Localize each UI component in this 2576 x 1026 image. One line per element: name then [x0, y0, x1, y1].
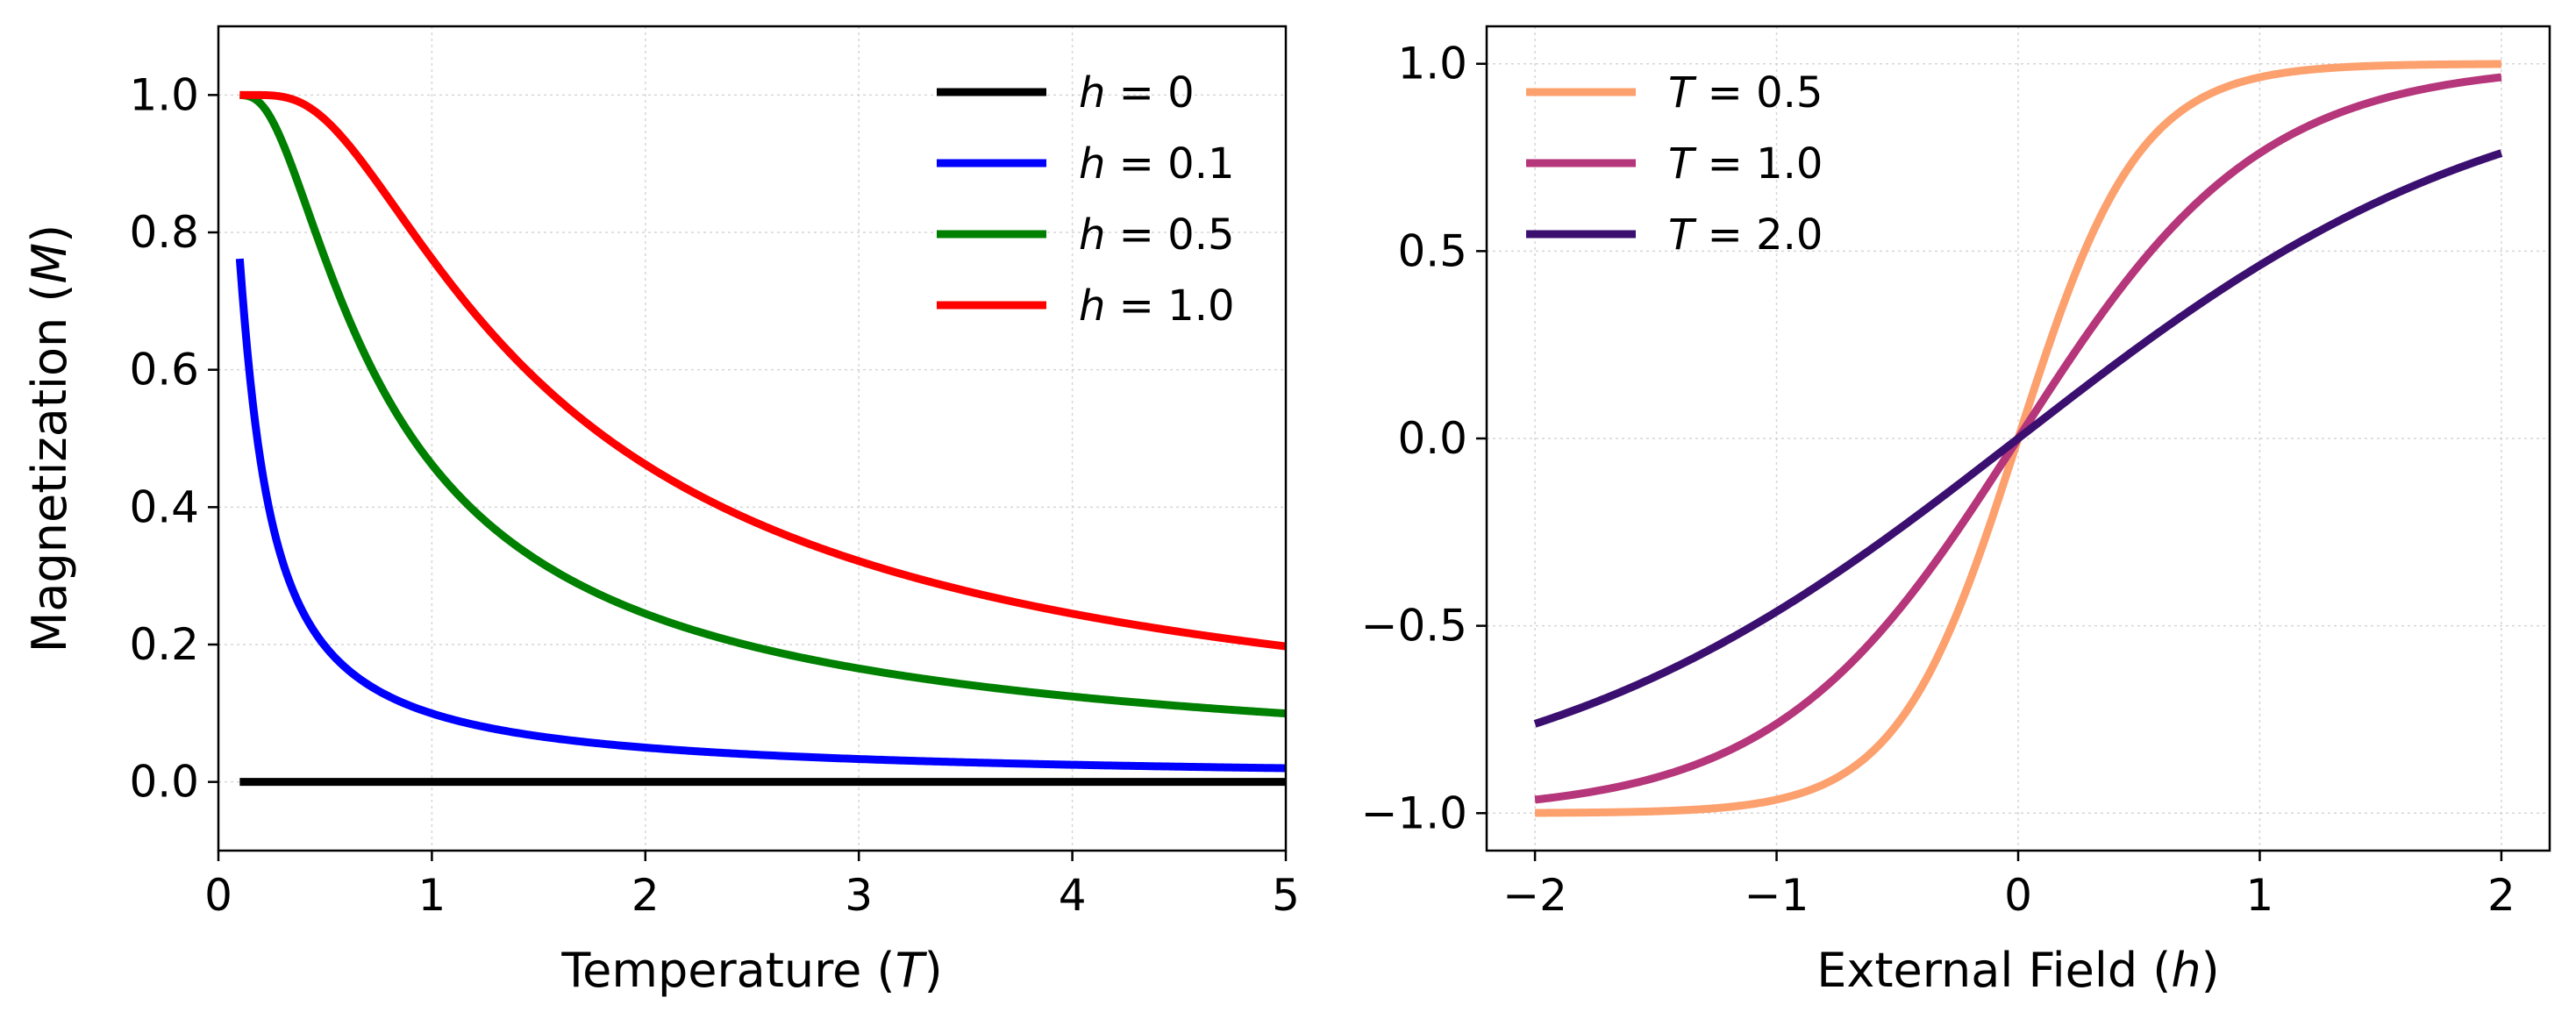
y-tick-label: −0.5	[1361, 601, 1467, 652]
legend-label-h-0.5: h = 0.5	[1079, 210, 1235, 260]
x-tick-label: 0	[204, 870, 232, 921]
magnetization-vs-field-chart: −2 −1 0 1 2 −1.0 −0.5 0.0 0.5 1.0 External Field (…	[1361, 25, 2551, 998]
x-tick-label: 2	[632, 870, 660, 921]
series-line-h-1.0	[238, 90, 1286, 651]
legend-label-T-2.0: T = 2.0	[1668, 210, 1823, 260]
y-tick-label: 0.5	[1397, 225, 1467, 276]
x-tick-label: 5	[1272, 870, 1300, 921]
y-tick-label: 0.0	[129, 757, 199, 808]
x-tick-label: 0	[2004, 870, 2032, 921]
y-tick-label: 0.4	[129, 481, 199, 532]
y-tick-label: 0.8	[129, 207, 199, 258]
plot-area	[1533, 60, 2503, 817]
legend: T = 0.5 T = 1.0 T = 2.0	[1526, 68, 1823, 260]
y-tick-label: −1.0	[1361, 787, 1467, 838]
legend-label-h-0: h = 0	[1079, 68, 1195, 118]
x-tick-label: 3	[845, 870, 873, 921]
x-axis-label: External Field (h)	[1816, 943, 2219, 998]
series-line-h-0.1	[235, 258, 1286, 773]
series-line-T-2.0	[1533, 149, 2503, 728]
x-tick-label: 1	[2246, 870, 2274, 921]
y-tick-label: 0.6	[129, 345, 199, 395]
legend-label-h-0.1: h = 0.1	[1079, 139, 1235, 189]
legend: h = 0 h = 0.1 h = 0.5 h = 1.0	[937, 68, 1235, 331]
plot-area	[235, 90, 1286, 787]
x-tick-label: 1	[417, 870, 446, 921]
magnetization-vs-temperature-chart: 0 1 2 3 4 5 0.0 0.2 0.4 0.6 0.8 1.0 Temperature (T) M…	[22, 25, 1300, 998]
y-tick-label: 1.0	[1397, 39, 1467, 89]
y-axis-label: Magnetization (M)	[22, 224, 77, 652]
legend-label-T-0.5: T = 0.5	[1668, 68, 1823, 118]
x-tick-label: −1	[1745, 870, 1809, 921]
x-tick-label: 4	[1059, 870, 1087, 921]
axes-frame	[217, 25, 1288, 852]
series-line-h-0.5	[238, 90, 1286, 718]
x-tick-label: 2	[2487, 870, 2515, 921]
legend-label-T-1.0: T = 1.0	[1668, 139, 1823, 189]
legend-label-h-1.0: h = 1.0	[1079, 281, 1235, 331]
x-axis-label: Temperature (T)	[560, 943, 942, 998]
y-tick-label: 1.0	[129, 69, 199, 120]
y-tick-label: 0.2	[129, 619, 199, 670]
y-tick-label: 0.0	[1397, 413, 1467, 464]
x-tick-label: −2	[1502, 870, 1567, 921]
